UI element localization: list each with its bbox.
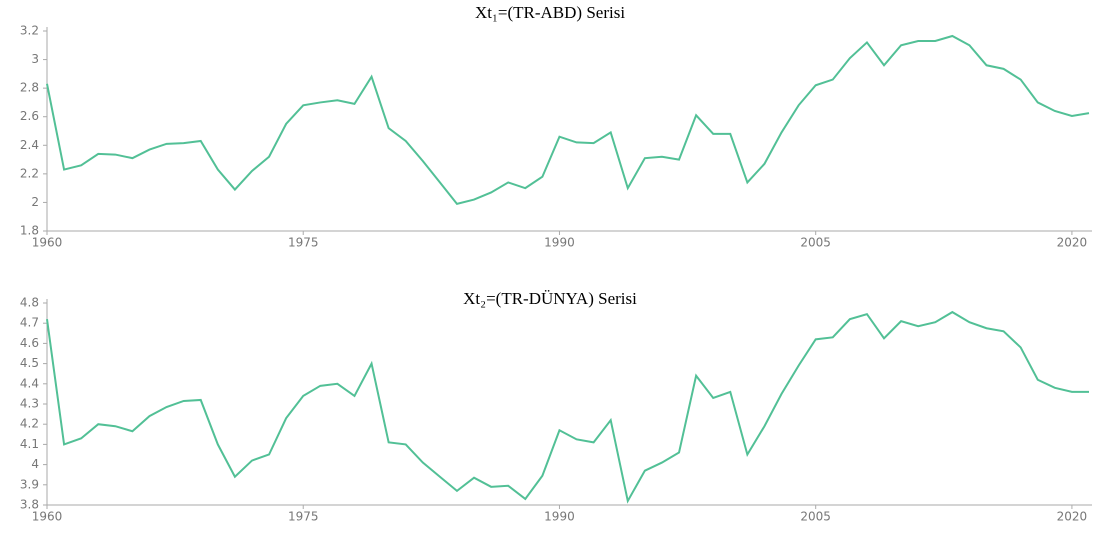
chart-title: Xt₁=(TR-ABD) Serisi bbox=[475, 3, 625, 22]
y-tick-label: 4.6 bbox=[20, 336, 39, 350]
y-tick-label: 3.8 bbox=[20, 498, 39, 512]
y-tick-label: 3.2 bbox=[20, 24, 39, 38]
y-tick-label: 2.4 bbox=[20, 138, 39, 152]
x-tick-label: 1990 bbox=[544, 236, 575, 250]
chart-title: Xt₂=(TR-DÜNYA) Serisi bbox=[463, 289, 637, 308]
y-tick-label: 2 bbox=[31, 195, 39, 209]
x-tick-label: 1990 bbox=[544, 510, 575, 524]
x-tick-label: 2005 bbox=[800, 236, 831, 250]
y-tick-label: 4.4 bbox=[20, 376, 39, 390]
y-tick-label: 2.2 bbox=[20, 166, 39, 180]
x-tick-label: 1975 bbox=[288, 236, 319, 250]
y-tick-label: 1.8 bbox=[20, 224, 39, 238]
x-tick-label: 2020 bbox=[1057, 510, 1088, 524]
x-tick-label: 1960 bbox=[32, 510, 63, 524]
y-tick-label: 4 bbox=[31, 457, 39, 471]
y-tick-label: 4.3 bbox=[20, 397, 39, 411]
y-tick-label: 4.2 bbox=[20, 417, 39, 431]
x-tick-label: 2020 bbox=[1057, 236, 1088, 250]
y-tick-label: 3 bbox=[31, 52, 39, 66]
y-tick-label: 4.1 bbox=[20, 437, 39, 451]
y-tick-label: 4.5 bbox=[20, 356, 39, 370]
y-tick-label: 2.6 bbox=[20, 109, 39, 123]
y-tick-label: 3.9 bbox=[20, 477, 39, 491]
x-tick-label: 2005 bbox=[800, 510, 831, 524]
x-tick-label: 1975 bbox=[288, 510, 319, 524]
line bbox=[46, 310, 1089, 504]
line bbox=[46, 34, 1090, 205]
y-tick-label: 2.8 bbox=[20, 81, 39, 95]
x-tick-label: 1960 bbox=[32, 236, 63, 250]
y-tick-label: 4.7 bbox=[20, 316, 39, 330]
y-tick-label: 4.8 bbox=[20, 296, 39, 310]
